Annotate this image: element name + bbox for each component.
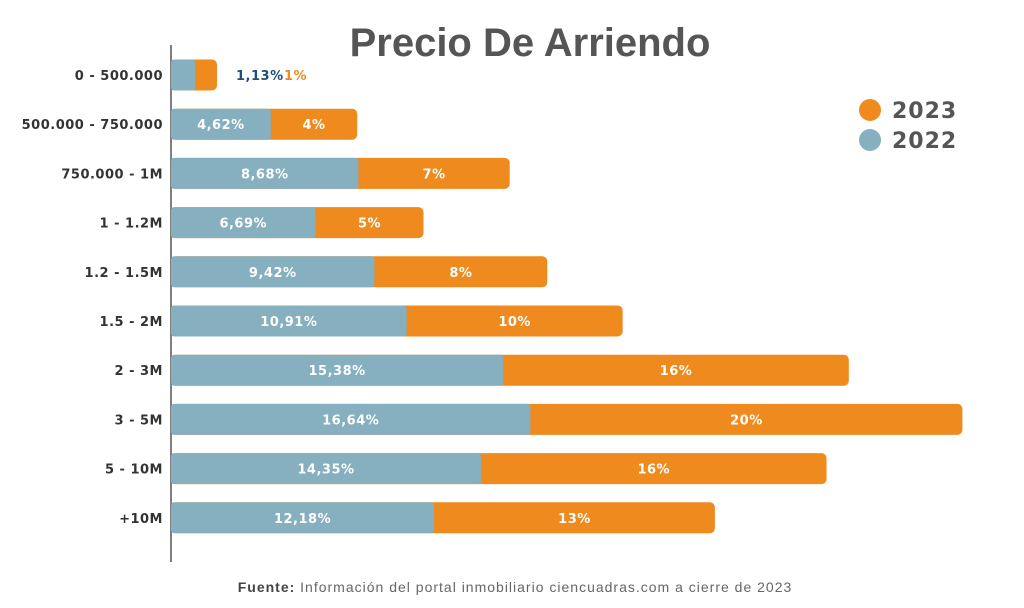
bar-2022 xyxy=(171,256,375,288)
bar-2022 xyxy=(171,453,481,485)
category-label: +10M xyxy=(119,512,163,527)
value-label-2023: 7% xyxy=(423,167,446,182)
category-label: 1 - 1.2M xyxy=(100,217,163,232)
category-label: 0 - 500.000 xyxy=(75,69,163,84)
bar-2022 xyxy=(171,59,196,91)
value-label-2022: 6,69% xyxy=(219,217,267,232)
source-text: Información del portal inmobiliario cien… xyxy=(295,579,792,595)
value-label-2023: 8% xyxy=(449,266,472,281)
bar-2022 xyxy=(171,354,504,386)
value-label-2023: 1% xyxy=(284,69,307,84)
category-label: 3 - 5M xyxy=(115,413,163,428)
value-label-2023: 4% xyxy=(302,118,325,133)
bar-2022 xyxy=(171,157,359,189)
category-label: 1.5 - 2M xyxy=(100,315,163,330)
bar-2022 xyxy=(171,502,435,534)
bar-2022 xyxy=(171,305,407,337)
value-label-2023: 13% xyxy=(558,512,591,527)
value-label-2022: 4,62% xyxy=(197,118,245,133)
value-label-2023: 5% xyxy=(358,217,381,232)
legend-label-2022: 2022 xyxy=(892,129,957,154)
value-label-2023: 20% xyxy=(730,413,763,428)
category-label: 5 - 10M xyxy=(105,463,163,478)
category-label: 1.2 - 1.5M xyxy=(85,266,163,281)
bar-2022 xyxy=(171,108,271,140)
value-label-2023: 16% xyxy=(637,463,670,478)
legend-label-2023: 2023 xyxy=(892,99,957,124)
value-label-2022: 14,35% xyxy=(297,463,354,478)
category-label: 2 - 3M xyxy=(115,364,163,379)
category-label: 750.000 - 1M xyxy=(61,167,163,182)
value-label-2022: 15,38% xyxy=(309,364,366,379)
category-label: 500.000 - 750.000 xyxy=(22,118,163,133)
value-label-2022: 1,13% xyxy=(236,69,284,84)
bar-2022 xyxy=(171,403,531,435)
source-label: Fuente: xyxy=(238,579,296,595)
value-label-2022: 8,68% xyxy=(241,167,289,182)
legend-swatch-2022 xyxy=(859,129,881,151)
bar-2022 xyxy=(171,207,316,239)
value-label-2022: 12,18% xyxy=(274,512,331,527)
legend: 2023 2022 xyxy=(859,99,957,154)
value-label-2023: 16% xyxy=(660,364,693,379)
value-label-2023: 10% xyxy=(498,315,531,330)
legend-swatch-2023 xyxy=(859,99,881,121)
chart-title: Precio De Arriendo xyxy=(350,21,711,65)
value-label-2022: 16,64% xyxy=(322,413,379,428)
source-note: Fuente: Información del portal inmobilia… xyxy=(238,579,793,595)
value-label-2022: 10,91% xyxy=(260,315,317,330)
value-label-2022: 9,42% xyxy=(249,266,297,281)
